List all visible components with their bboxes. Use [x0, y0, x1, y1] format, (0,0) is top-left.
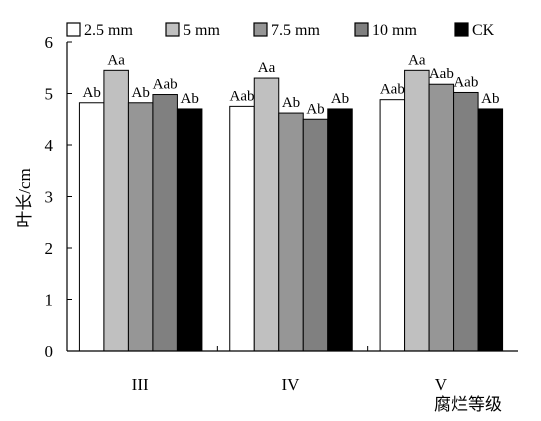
bar — [253, 77, 280, 352]
legend-swatch — [66, 22, 81, 37]
bar — [229, 105, 255, 352]
bar — [379, 99, 406, 352]
significance-label: Aab — [453, 74, 478, 90]
legend-swatch — [354, 22, 369, 37]
legend-label: 5 mm — [183, 22, 220, 39]
significance-label: Aab — [230, 88, 255, 104]
legend-label: CK — [472, 22, 495, 39]
y-tick-label: 4 — [45, 136, 54, 155]
bar — [302, 118, 329, 352]
bar — [78, 102, 105, 352]
legend-swatch — [165, 22, 180, 37]
y-tick-label: 2 — [45, 239, 54, 258]
bar — [477, 108, 504, 352]
legend-label: 2.5 mm — [84, 22, 133, 39]
significance-label: Aab — [429, 66, 454, 82]
significance-label: Ab — [331, 91, 349, 107]
bar — [152, 94, 178, 352]
significance-label: Aa — [408, 52, 426, 68]
legend-swatch — [253, 22, 268, 37]
x-axis-title: 腐烂等级 — [434, 395, 502, 414]
y-tick-label: 5 — [45, 85, 54, 104]
y-axis-title: 叶长/cm — [15, 168, 34, 228]
x-tick-label: V — [435, 375, 448, 394]
y-tick-label: 6 — [45, 33, 54, 52]
legend-label: 7.5 mm — [271, 22, 320, 39]
significance-label: Ab — [282, 95, 300, 111]
bar — [404, 69, 430, 352]
bar — [103, 69, 129, 352]
bar — [176, 108, 203, 352]
y-tick-label: 0 — [45, 342, 54, 361]
significance-label: Ab — [131, 85, 149, 101]
bar — [453, 91, 479, 352]
bar — [428, 83, 455, 352]
x-tick-label: III — [132, 375, 149, 394]
bars — [78, 69, 504, 352]
legend-label: 10 mm — [372, 22, 417, 39]
x-tick-label: IV — [282, 375, 301, 394]
significance-label: Aab — [153, 77, 178, 93]
significance-label: Aa — [258, 60, 276, 76]
significance-label: Ab — [82, 85, 100, 101]
significance-label: Ab — [180, 91, 198, 107]
legend: 2.5 mm 5 mm 7.5 mm 10 mm CK — [66, 22, 495, 39]
y-tick-label: 3 — [45, 188, 54, 207]
bar — [278, 112, 304, 352]
significance-label: Ab — [306, 101, 324, 117]
y-tick-label: 1 — [45, 291, 54, 310]
significance-label: Aab — [380, 82, 405, 98]
legend-swatch — [454, 22, 469, 37]
bar — [327, 108, 353, 352]
significance-label: Ab — [481, 91, 499, 107]
axes: 0 1 2 3 4 5 6 III IV V — [45, 33, 518, 394]
bar — [127, 102, 154, 352]
significance-label: Aa — [107, 52, 125, 68]
